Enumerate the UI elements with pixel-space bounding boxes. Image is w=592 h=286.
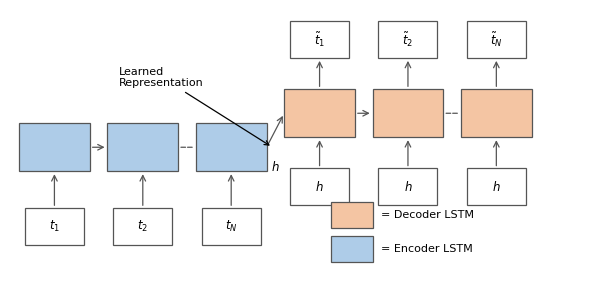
FancyBboxPatch shape (467, 21, 526, 58)
FancyBboxPatch shape (372, 89, 443, 137)
Text: $\tilde{t}_2$: $\tilde{t}_2$ (403, 30, 414, 49)
Text: Learned
Representation: Learned Representation (119, 67, 269, 145)
Text: = Encoder LSTM: = Encoder LSTM (381, 244, 473, 254)
FancyBboxPatch shape (461, 89, 532, 137)
Text: $h$: $h$ (404, 180, 412, 194)
Text: $\tilde{t}_N$: $\tilde{t}_N$ (490, 30, 503, 49)
Text: $h$: $h$ (316, 180, 324, 194)
FancyBboxPatch shape (332, 237, 372, 262)
FancyBboxPatch shape (113, 208, 172, 245)
Text: $h$: $h$ (492, 180, 501, 194)
FancyBboxPatch shape (378, 21, 437, 58)
FancyBboxPatch shape (19, 123, 90, 171)
Text: $\tilde{t}_1$: $\tilde{t}_1$ (314, 30, 325, 49)
FancyBboxPatch shape (25, 208, 84, 245)
Text: $t_2$: $t_2$ (137, 219, 149, 234)
FancyBboxPatch shape (467, 168, 526, 205)
FancyBboxPatch shape (378, 168, 437, 205)
FancyBboxPatch shape (284, 89, 355, 137)
FancyBboxPatch shape (332, 202, 372, 228)
FancyBboxPatch shape (108, 123, 178, 171)
FancyBboxPatch shape (290, 21, 349, 58)
FancyBboxPatch shape (290, 168, 349, 205)
FancyBboxPatch shape (196, 123, 266, 171)
Text: = Decoder LSTM: = Decoder LSTM (381, 210, 474, 220)
Text: $t_N$: $t_N$ (225, 219, 237, 234)
Text: $t_1$: $t_1$ (49, 219, 60, 234)
Text: $h$: $h$ (271, 160, 280, 174)
FancyBboxPatch shape (202, 208, 260, 245)
